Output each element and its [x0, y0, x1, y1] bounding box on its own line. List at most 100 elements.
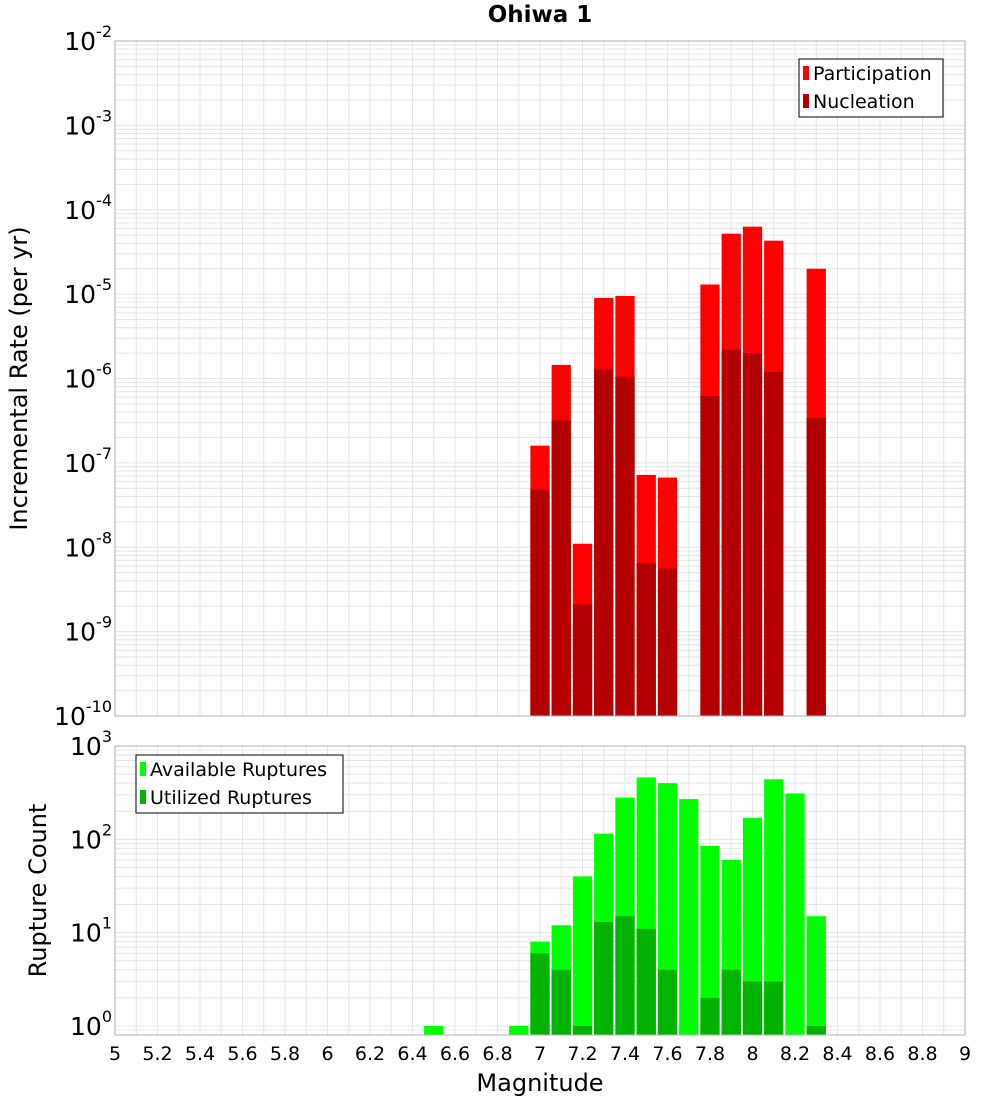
x-tick-label: 7 [534, 1043, 546, 1065]
y-tick-label: 10-7 [64, 444, 112, 478]
bar-nucleation [700, 396, 720, 716]
legend-box [798, 58, 944, 118]
legend-label: Available Ruptures [150, 759, 327, 781]
x-tick-label: 6.6 [440, 1043, 470, 1065]
plot-border [114, 40, 966, 717]
x-tick-label: 7.8 [695, 1043, 725, 1065]
bar-nucleation [806, 418, 826, 716]
bar-available-ruptures [806, 916, 826, 1035]
x-tick-label: 8.2 [780, 1043, 810, 1065]
x-tick-label: 9 [959, 1043, 971, 1065]
bar-utilized-ruptures [530, 953, 550, 1035]
x-tick-label: 7.2 [567, 1043, 597, 1065]
bar-nucleation [594, 368, 614, 716]
x-tick-label: 6.2 [355, 1043, 385, 1065]
y-tick-base: 10 [64, 111, 96, 140]
x-tick-label: 8.6 [865, 1043, 895, 1065]
legend-swatch [803, 66, 809, 80]
x-tick-label: 5.2 [142, 1043, 172, 1065]
y-tick-label: 10-4 [64, 191, 112, 225]
y-tick-exponent: -6 [96, 360, 112, 379]
bar-nucleation [764, 371, 784, 716]
bar-nucleation [551, 420, 571, 716]
y-tick-base: 10 [64, 196, 96, 225]
bar-available-ruptures [424, 1025, 444, 1035]
y-tick-exponent: -9 [96, 613, 112, 632]
bar-utilized-ruptures [594, 922, 614, 1035]
bar-nucleation [742, 353, 763, 716]
bar-nucleation [636, 563, 656, 716]
y-tick-label: 10-2 [64, 22, 112, 56]
y-tick-exponent: -7 [96, 444, 112, 463]
legend-label: Participation [813, 63, 932, 85]
bar-nucleation [657, 568, 678, 716]
y-tick-base: 10 [64, 280, 96, 309]
x-tick-label: 8.8 [907, 1043, 937, 1065]
y-tick-exponent: -10 [86, 697, 112, 716]
bar-available-ruptures [679, 799, 699, 1035]
bar-available-ruptures [764, 779, 784, 1035]
bar-nucleation [721, 349, 741, 716]
bar-utilized-ruptures [636, 928, 656, 1035]
x-tick-label: 5 [109, 1043, 121, 1065]
bar-utilized-ruptures [764, 981, 784, 1035]
bar-utilized-ruptures [700, 997, 720, 1035]
y-tick-exponent: -5 [96, 275, 112, 294]
bar-nucleation [572, 604, 593, 716]
y-tick-label: 102 [70, 820, 112, 854]
y-axis-label: Incremental Rate (per yr) [5, 226, 33, 530]
y-tick-exponent: -4 [96, 191, 112, 210]
y-tick-label: 10-8 [64, 528, 112, 562]
x-tick-label: 8.4 [822, 1043, 852, 1065]
y-tick-label: 10-9 [64, 613, 112, 647]
y-tick-label: 10-10 [54, 697, 112, 731]
y-tick-label: 101 [70, 914, 112, 948]
x-tick-label: 5.6 [227, 1043, 257, 1065]
y-tick-base: 10 [64, 365, 96, 394]
bar-nucleation [530, 489, 550, 716]
y-tick-exponent: -2 [96, 22, 112, 41]
legend-label: Utilized Ruptures [150, 787, 312, 809]
y-tick-base: 10 [70, 732, 102, 761]
legend-box [135, 754, 344, 814]
legend-swatch [140, 790, 146, 804]
bar-available-ruptures [785, 793, 805, 1035]
y-tick-exponent: 1 [102, 914, 112, 933]
bar-nucleation [615, 376, 635, 716]
x-tick-label: 5.8 [270, 1043, 300, 1065]
legend: Available Ruptures Utilized Ruptures [135, 754, 344, 814]
legend: Participation Nucleation [798, 58, 944, 118]
y-tick-base: 10 [64, 27, 96, 56]
panel-1: 10-1010-910-810-710-610-510-410-310-2Inc… [5, 2, 966, 731]
y-tick-base: 10 [70, 919, 102, 948]
bar-available-ruptures [700, 845, 720, 1035]
y-tick-exponent: 2 [102, 820, 112, 839]
x-tick-label: 6.4 [397, 1043, 427, 1065]
y-tick-label: 100 [70, 1007, 112, 1041]
y-tick-label: 103 [70, 727, 112, 761]
legend-label: Nucleation [813, 91, 915, 113]
chart-title: Ohiwa 1 [488, 2, 593, 28]
y-tick-base: 10 [70, 825, 102, 854]
x-tick-label: 6.8 [482, 1043, 512, 1065]
y-tick-label: 10-6 [64, 360, 112, 394]
y-tick-base: 10 [64, 618, 96, 647]
x-tick-label: 5.4 [185, 1043, 215, 1065]
y-tick-label: 10-5 [64, 275, 112, 309]
bar-available-ruptures [572, 876, 593, 1035]
y-tick-base: 10 [64, 533, 96, 562]
y-tick-base: 10 [54, 702, 86, 731]
bar-utilized-ruptures [742, 981, 763, 1035]
y-tick-exponent: 3 [102, 727, 112, 746]
y-tick-exponent: -8 [96, 528, 112, 547]
y-tick-exponent: 0 [102, 1007, 112, 1026]
legend-swatch [803, 94, 809, 108]
bar-utilized-ruptures [572, 1025, 593, 1035]
bar-utilized-ruptures [551, 969, 571, 1035]
bar-utilized-ruptures [615, 916, 635, 1035]
x-axis-label: Magnitude [476, 1069, 603, 1097]
x-tick-label: 7.6 [652, 1043, 682, 1065]
bar-utilized-ruptures [721, 969, 741, 1035]
bar-available-ruptures [742, 817, 763, 1035]
